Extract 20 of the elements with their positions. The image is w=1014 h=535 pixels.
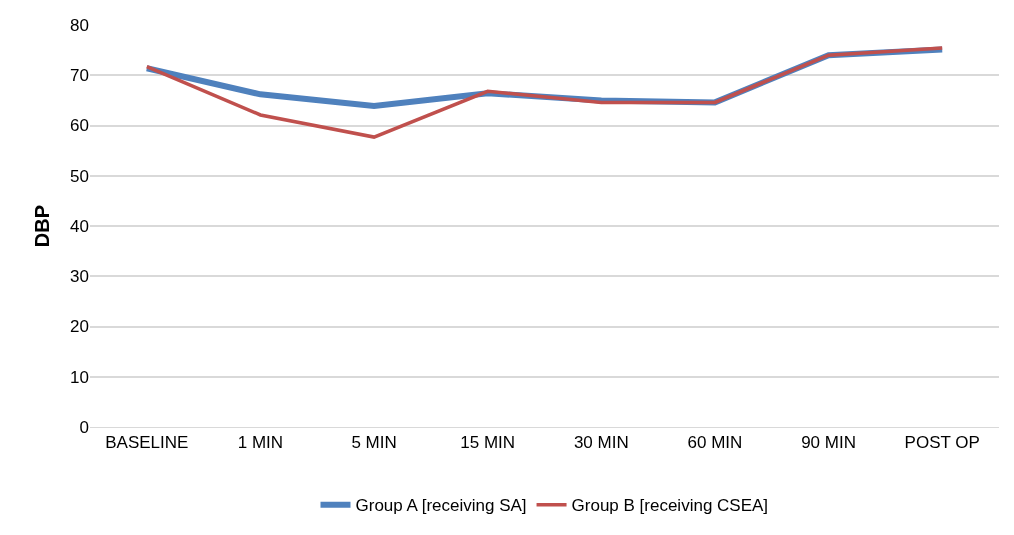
y-tick-label: 80 bbox=[70, 15, 89, 35]
x-tick-label: 5 MIN bbox=[351, 433, 397, 453]
y-tick-label: 70 bbox=[70, 66, 89, 86]
legend-label: Group A [receiving SA] bbox=[355, 496, 527, 516]
x-tick-label: POST OP bbox=[904, 433, 980, 453]
y-tick-label: 60 bbox=[70, 116, 89, 136]
y-tick-label: 10 bbox=[70, 367, 89, 387]
y-tick-label: 50 bbox=[70, 166, 89, 186]
y-tick-label: 40 bbox=[70, 216, 89, 236]
x-tick-label: 60 MIN bbox=[687, 433, 743, 453]
y-tick-label: 20 bbox=[70, 317, 89, 337]
y-tick-label: 0 bbox=[79, 417, 89, 437]
x-tick-label: 90 MIN bbox=[801, 433, 856, 453]
legend-label: Group B [receiving CSEA] bbox=[571, 496, 769, 516]
y-tick-label: 30 bbox=[70, 267, 89, 287]
y-axis-title: DBP bbox=[30, 204, 53, 248]
x-tick-label: BASELINE bbox=[105, 433, 189, 453]
x-tick-label: 30 MIN bbox=[573, 433, 629, 453]
x-tick-label: 15 MIN bbox=[460, 433, 516, 453]
x-tick-label: 1 MIN bbox=[237, 433, 284, 453]
